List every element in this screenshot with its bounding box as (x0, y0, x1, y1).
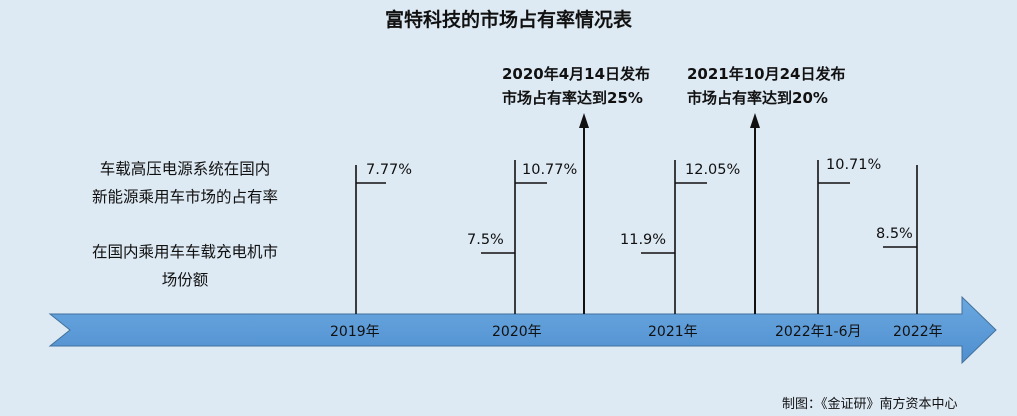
year-label-2022h1: 2022年1-6月 (775, 324, 862, 340)
timeline-arrow (48, 295, 997, 365)
value-2021-lower: 11.9% (620, 232, 667, 248)
year-label-2021: 2021年 (648, 324, 698, 340)
value-2019-upper: 7.77% (366, 162, 413, 178)
event-annotation-2: 2021年10月24日发布 市场占有率达到20% (687, 62, 846, 110)
legend-series-a-line1: 车载高压电源系统在国内 (99, 160, 271, 178)
event-arrowhead-2 (750, 113, 760, 128)
credit-text: 制图：《金证研》南方资本中心 (782, 397, 958, 412)
value-2022h1-upper: 10.71% (826, 157, 882, 173)
event-arrowhead-1 (579, 113, 589, 128)
value-2020-lower: 7.5% (467, 232, 504, 248)
legend-series-a: 车载高压电源系统在国内 新能源乘用车市场的占有率 (60, 155, 310, 211)
value-2022-lower: 8.5% (876, 226, 913, 242)
event-1-line2: 市场占有率达到25% (502, 89, 643, 107)
legend-series-b-line2: 场份额 (161, 271, 209, 289)
diagram-title: 富特科技的市场占有率情况表 (384, 9, 632, 31)
event-annotation-1: 2020年4月14日发布 市场占有率达到25% (502, 62, 650, 110)
year-label-2020: 2020年 (492, 324, 542, 340)
year-label-2019: 2019年 (330, 324, 380, 340)
value-2021-upper: 12.05% (685, 162, 741, 178)
legend-series-b-line1: 在国内乘用车车载充电机市 (91, 243, 278, 261)
legend-series-a-line2: 新能源乘用车市场的占有率 (91, 188, 278, 206)
value-2020-upper: 10.77% (522, 162, 578, 178)
event-1-line1: 2020年4月14日发布 (502, 65, 651, 83)
legend-series-b: 在国内乘用车车载充电机市 场份额 (60, 238, 310, 294)
event-2-line2: 市场占有率达到20% (687, 89, 828, 107)
year-label-2022: 2022年 (893, 324, 943, 340)
event-2-line1: 2021年10月24日发布 (687, 65, 846, 83)
